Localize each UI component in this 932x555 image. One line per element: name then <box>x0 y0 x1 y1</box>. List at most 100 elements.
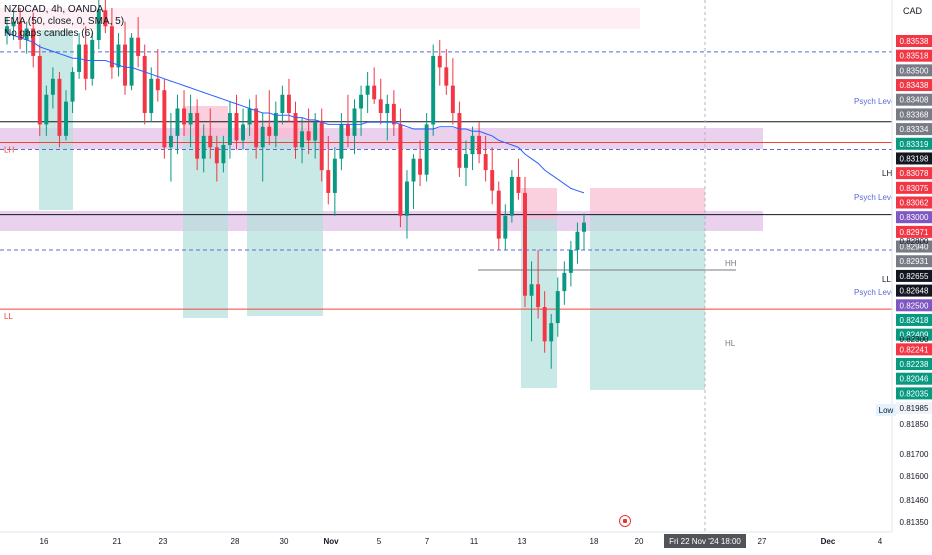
x-tick-5: Nov <box>323 537 339 546</box>
price-label-6: 0.83334 <box>900 125 929 134</box>
candle-body-48 <box>319 122 324 171</box>
candle-body-10 <box>70 71 75 102</box>
candle-body-53 <box>352 108 357 136</box>
candle-body-54 <box>359 94 364 109</box>
candle-body-60 <box>398 124 403 216</box>
price-label-13: 0.82971 <box>900 228 929 237</box>
candle-body-43 <box>286 94 291 114</box>
price-label-bg-16 <box>896 269 932 282</box>
legend-nogaps[interactable]: No gaps candles (6) <box>4 28 94 39</box>
price-label-bg-17 <box>896 284 932 297</box>
candle-body-88 <box>582 222 586 232</box>
price-label-25: 0.81985 <box>900 404 929 413</box>
candle-body-50 <box>332 158 337 193</box>
price-label-24: 0.82035 <box>900 389 929 398</box>
price-label-bg-13 <box>896 225 932 238</box>
candle-body-45 <box>300 131 305 148</box>
zone-red-4 <box>590 188 705 214</box>
zone-label-hl: HL <box>725 339 736 348</box>
price-label-bg-15 <box>896 255 932 268</box>
price-label-11: 0.83062 <box>900 199 929 208</box>
price-label-21: 0.82241 <box>900 345 929 354</box>
price-label-bg-11 <box>896 196 932 209</box>
price-label-1: 0.83518 <box>900 52 929 61</box>
candle-body-33 <box>221 144 226 164</box>
legend-ema[interactable]: EMA (50, close, 0, SMA, 5) <box>4 16 125 27</box>
candle-body-65 <box>431 55 436 125</box>
candle-body-75 <box>496 190 501 239</box>
candle-body-82 <box>542 307 547 342</box>
y-tick-5: 0.81460 <box>900 496 929 505</box>
price-label-bg-22 <box>896 358 932 371</box>
candle-body-0 <box>5 26 9 34</box>
lock-icon[interactable] <box>619 515 631 527</box>
x-tick-12: 27 <box>758 537 767 546</box>
price-label-bg-14 <box>896 240 932 253</box>
candle-body-77 <box>509 176 514 216</box>
price-label-7: 0.83319 <box>900 140 929 149</box>
candle-body-28 <box>188 113 193 125</box>
candle-body-36 <box>241 124 246 141</box>
x-tick-9: 13 <box>518 537 527 546</box>
psych-label-2: Psych Level <box>854 288 897 297</box>
candle-body-2 <box>18 21 23 40</box>
candle-body-56 <box>372 85 377 100</box>
candle-body-73 <box>483 154 488 171</box>
price-label-8: 0.83198 <box>900 154 929 163</box>
price-label-18: 0.82500 <box>900 301 929 310</box>
candle-body-40 <box>267 126 272 136</box>
price-label-bg-19 <box>896 313 932 326</box>
candle-body-22 <box>149 78 154 114</box>
low-label: Low <box>879 406 894 415</box>
candle-body-42 <box>280 94 285 114</box>
candle-body-20 <box>136 37 141 56</box>
candle-body-51 <box>339 124 344 159</box>
psych-label-1: Psych Level <box>854 193 897 202</box>
candle-body-85 <box>562 272 567 292</box>
candle-body-17 <box>116 44 121 68</box>
candle-body-44 <box>293 113 298 148</box>
x-tick-1: 21 <box>113 537 122 546</box>
candle-body-5 <box>37 55 42 125</box>
price-label-22: 0.82238 <box>900 360 929 369</box>
candle-body-31 <box>208 135 213 148</box>
price-label-23: 0.82046 <box>900 375 929 384</box>
price-label-2: 0.83500 <box>900 66 929 75</box>
candle-body-59 <box>391 103 396 125</box>
price-label-10: 0.83075 <box>900 184 929 193</box>
candle-body-84 <box>555 291 560 324</box>
candle-body-66 <box>437 55 442 68</box>
candle-body-35 <box>234 113 239 141</box>
candle-body-3 <box>24 28 29 40</box>
x-tick-8: 11 <box>470 537 479 546</box>
candle-body-72 <box>477 135 482 155</box>
candle-body-55 <box>365 85 370 95</box>
level-right-label-ll: LL <box>882 275 891 284</box>
price-label-17: 0.82648 <box>900 287 929 296</box>
price-label-bg-7 <box>896 137 932 150</box>
price-label-bg-12 <box>896 211 932 224</box>
price-label-20: 0.82409 <box>900 331 929 340</box>
candle-body-39 <box>260 126 265 148</box>
x-tick-10: 18 <box>590 537 599 546</box>
candle-body-87 <box>575 231 580 251</box>
candle-body-16 <box>109 26 114 68</box>
legend-symbol[interactable]: NZDCAD, 4h, OANDA <box>4 4 104 15</box>
price-label-bg-10 <box>896 181 932 194</box>
candle-body-61 <box>404 181 409 216</box>
price-label-14: 0.82940 <box>900 243 929 252</box>
candle-body-19 <box>129 37 134 86</box>
x-tick-0: 16 <box>40 537 49 546</box>
level-left-label-0: LH <box>4 145 14 154</box>
x-tick-4: 30 <box>280 537 289 546</box>
psych-label-0: Psych Level <box>854 97 897 106</box>
candle-body-63 <box>418 158 423 175</box>
y-tick-2: 0.81850 <box>900 420 929 429</box>
candle-body-70 <box>464 154 468 168</box>
crosshair-label-bg <box>664 534 746 548</box>
candle-body-25 <box>168 135 173 148</box>
price-label-4: 0.83408 <box>900 96 929 105</box>
price-label-bg-6 <box>896 123 932 136</box>
